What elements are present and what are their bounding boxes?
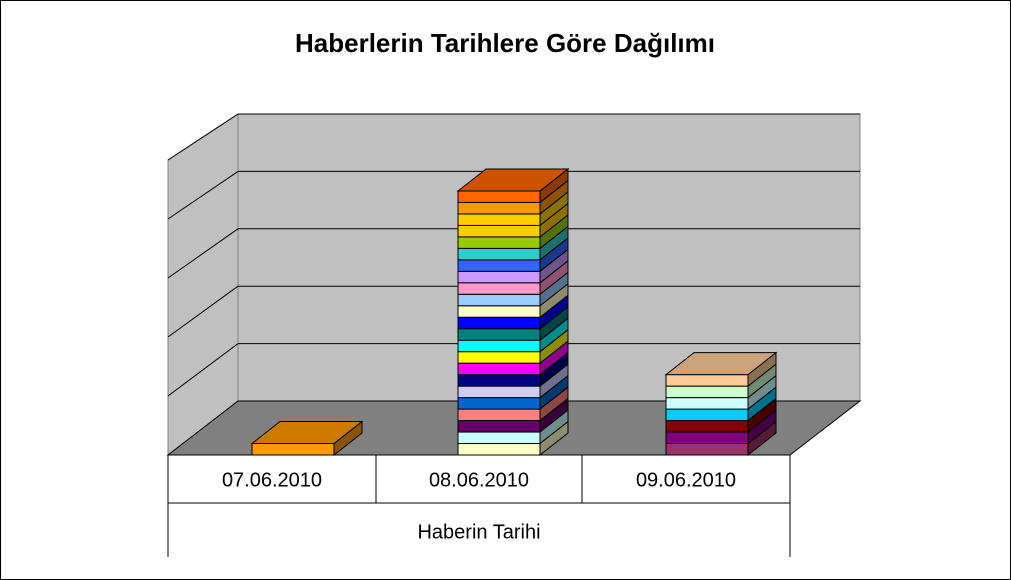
bar-segment [457,351,541,364]
bar-segment [457,224,541,238]
x-axis-label: Haberin Tarihi [417,521,540,543]
bar-segment [457,190,541,203]
bar-segment [251,443,335,456]
category-table [167,455,791,557]
bar-segment [457,397,541,410]
chart-title: Haberlerin Tarihlere Göre Dağılımı [295,28,715,58]
x-tick-label: 08.06.2010 [429,469,529,491]
bar-segment [665,420,749,433]
bar-segment [457,316,541,330]
bar-segment [457,247,541,261]
side-wall [167,113,239,457]
bar-segment-top [456,168,570,192]
bar-segment [665,443,749,456]
x-tick-label: 07.06.2010 [222,469,322,491]
bar-segment [457,259,541,272]
bar-segment [457,270,541,284]
bar-segment [665,374,749,387]
bar-segment-top [250,421,364,445]
bar-segment [457,431,541,445]
x-tick-label: 09.06.2010 [636,469,736,491]
grid-line [167,343,239,397]
bar-segment [665,408,749,422]
grid-line [167,170,239,220]
bar-segment-top [664,352,778,376]
bar-segment [457,420,541,433]
bar-segment [665,397,749,410]
grid-line [167,228,239,279]
bar-segment [457,362,541,376]
bar-segment [457,293,541,307]
bar-segment [457,305,541,318]
bar-segment [457,201,541,215]
bar-segment [457,443,541,456]
grid-line [167,285,239,338]
bar-segment [457,236,541,249]
grid-line [167,113,239,161]
bar-segment [457,374,541,387]
bar-segment [665,431,749,445]
bar-segment [457,408,541,422]
bar-segment [457,282,541,295]
bar-segment [457,328,541,341]
bar-segment [665,385,749,399]
bar-segment [457,213,541,226]
bar-segment [457,339,541,353]
bar-segment [457,385,541,399]
